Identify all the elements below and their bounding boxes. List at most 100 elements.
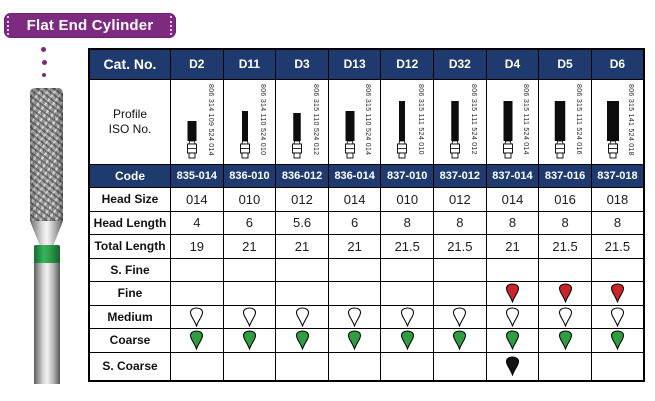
profile-cell-D11: 806 314 110 524 010 <box>222 78 277 165</box>
code-cell-D2: 835-014 <box>170 163 224 188</box>
medium-cell-D13 <box>327 304 382 329</box>
bur-photo-head <box>30 88 63 222</box>
table-header-row: Cat. No. D2 D11 D3 D13 D12 D32 D4 D5 D6 <box>88 48 645 80</box>
s-coarse-cell-D5 <box>538 351 592 382</box>
s-coarse-row: S. Coarse <box>88 351 645 382</box>
grit-white-drop-icon <box>453 306 467 327</box>
fine-cell-D13 <box>327 280 382 306</box>
bur-profile-glyph <box>606 100 619 158</box>
iso-number: 806 315 111 524 012 <box>469 83 477 155</box>
head-length-cell-D2: 4 <box>170 210 224 235</box>
s-coarse-cell-D2 <box>170 351 224 382</box>
medium-cell-D6 <box>590 304 645 329</box>
s-fine-cell-D12 <box>380 257 435 282</box>
grit-black-drop-icon <box>505 356 519 377</box>
bur-profile-glyph <box>555 100 566 158</box>
grit-red-drop-icon <box>610 283 624 303</box>
total-length-cell-D4: 21 <box>485 233 540 259</box>
s-coarse-cell-D6 <box>590 351 645 382</box>
grit-green-drop-icon <box>400 330 414 350</box>
iso-number: 806 315 110 524 012 <box>311 83 319 155</box>
head-size-row-label: Head Size <box>88 186 171 212</box>
grit-white-drop-icon <box>242 306 256 327</box>
grit-green-drop-icon <box>348 330 362 350</box>
coarse-cell-D11 <box>222 327 277 353</box>
code-cell-D13: 836-014 <box>327 163 382 188</box>
code-cell-D4: 837-014 <box>485 163 540 188</box>
bur-photo-green-band <box>34 245 60 264</box>
bur-profile-glyph <box>292 112 303 158</box>
iso-number: 806 314 110 524 010 <box>259 83 267 155</box>
total-length-cell-D3: 21 <box>275 233 329 259</box>
fine-cell-D4 <box>485 280 540 306</box>
profile-cell-D5: 806 315 111 524 016 <box>538 78 592 165</box>
grit-white-drop-icon <box>190 306 204 327</box>
head-length-cell-D6: 8 <box>590 210 645 235</box>
profile-cell-D12: 806 315 111 524 010 <box>380 78 435 165</box>
profile-cell-D32: 806 315 111 524 012 <box>433 78 487 165</box>
head-size-cell-D3: 012 <box>275 186 329 212</box>
grit-white-drop-icon <box>348 306 362 327</box>
fine-cell-D2 <box>170 280 224 306</box>
grit-red-drop-icon <box>505 283 519 303</box>
grit-white-drop-icon <box>400 306 414 327</box>
column-header-D32: D32 <box>433 48 487 80</box>
code-cell-D6: 837-018 <box>590 163 645 188</box>
iso-number: 806 315 110 524 014 <box>364 83 372 155</box>
badge-dot <box>42 60 47 65</box>
fine-cell-D12 <box>380 280 435 306</box>
head-length-cell-D4: 8 <box>485 210 540 235</box>
grit-green-drop-icon <box>610 330 624 350</box>
head-size-row: Head Size 014 010 012 014 010 012 014 016 018 <box>88 186 645 212</box>
bur-profile-glyph <box>187 120 197 158</box>
profile-row-label: Profile ISO No. <box>88 78 171 165</box>
category-badge: Flat End Cylinder <box>4 13 176 38</box>
s-fine-cell-D6 <box>590 257 645 282</box>
code-cell-D11: 836-010 <box>222 163 277 188</box>
grit-green-drop-icon <box>453 330 467 350</box>
s-coarse-cell-D13 <box>327 351 382 382</box>
iso-number: 806 315 111 524 010 <box>417 83 425 155</box>
head-length-cell-D3: 5.6 <box>275 210 329 235</box>
fine-cell-D5 <box>538 280 592 306</box>
column-header-D11: D11 <box>222 48 277 80</box>
product-table: Cat. No. D2 D11 D3 D13 D12 D32 D4 D5 D6 Profile … <box>88 48 645 382</box>
cat-no-header: Cat. No. <box>88 48 171 80</box>
s-fine-cell-D5 <box>538 257 592 282</box>
medium-row-label: Medium <box>88 304 171 329</box>
fine-row: Fine <box>88 280 645 306</box>
medium-cell-D2 <box>170 304 224 329</box>
grit-green-drop-icon <box>190 330 204 350</box>
head-size-cell-D4: 014 <box>485 186 540 212</box>
total-length-cell-D13: 21 <box>327 233 382 259</box>
s-fine-cell-D3 <box>275 257 329 282</box>
badge-dot <box>42 73 46 77</box>
total-length-cell-D2: 19 <box>170 233 224 259</box>
head-length-cell-D32: 8 <box>433 210 487 235</box>
head-length-cell-D5: 8 <box>538 210 592 235</box>
profile-label-line1: Profile <box>112 106 147 121</box>
profile-cell-D3: 806 315 110 524 012 <box>275 78 329 165</box>
total-length-cell-D5: 21.5 <box>538 233 592 259</box>
s-fine-cell-D2 <box>170 257 224 282</box>
head-length-cell-D13: 6 <box>327 210 382 235</box>
s-fine-cell-D32 <box>433 257 487 282</box>
bur-profile-glyph <box>344 110 355 158</box>
s-fine-cell-D4 <box>485 257 540 282</box>
s-coarse-cell-D3 <box>275 351 329 382</box>
s-fine-row: S. Fine <box>88 257 645 282</box>
code-cell-D12: 837-010 <box>380 163 435 188</box>
column-header-D13: D13 <box>327 48 382 80</box>
iso-number: 806 315 111 524 016 <box>574 83 582 155</box>
badge-dot <box>41 47 46 52</box>
total-length-cell-D12: 21.5 <box>380 233 435 259</box>
medium-cell-D11 <box>222 304 277 329</box>
medium-cell-D12 <box>380 304 435 329</box>
coarse-row: Coarse <box>88 327 645 353</box>
column-header-D4: D4 <box>485 48 540 80</box>
total-length-row-label: Total Length <box>88 233 171 259</box>
s-fine-row-label: S. Fine <box>88 257 171 282</box>
coarse-cell-D13 <box>327 327 382 353</box>
fine-cell-D32 <box>433 280 487 306</box>
fine-cell-D6 <box>590 280 645 306</box>
